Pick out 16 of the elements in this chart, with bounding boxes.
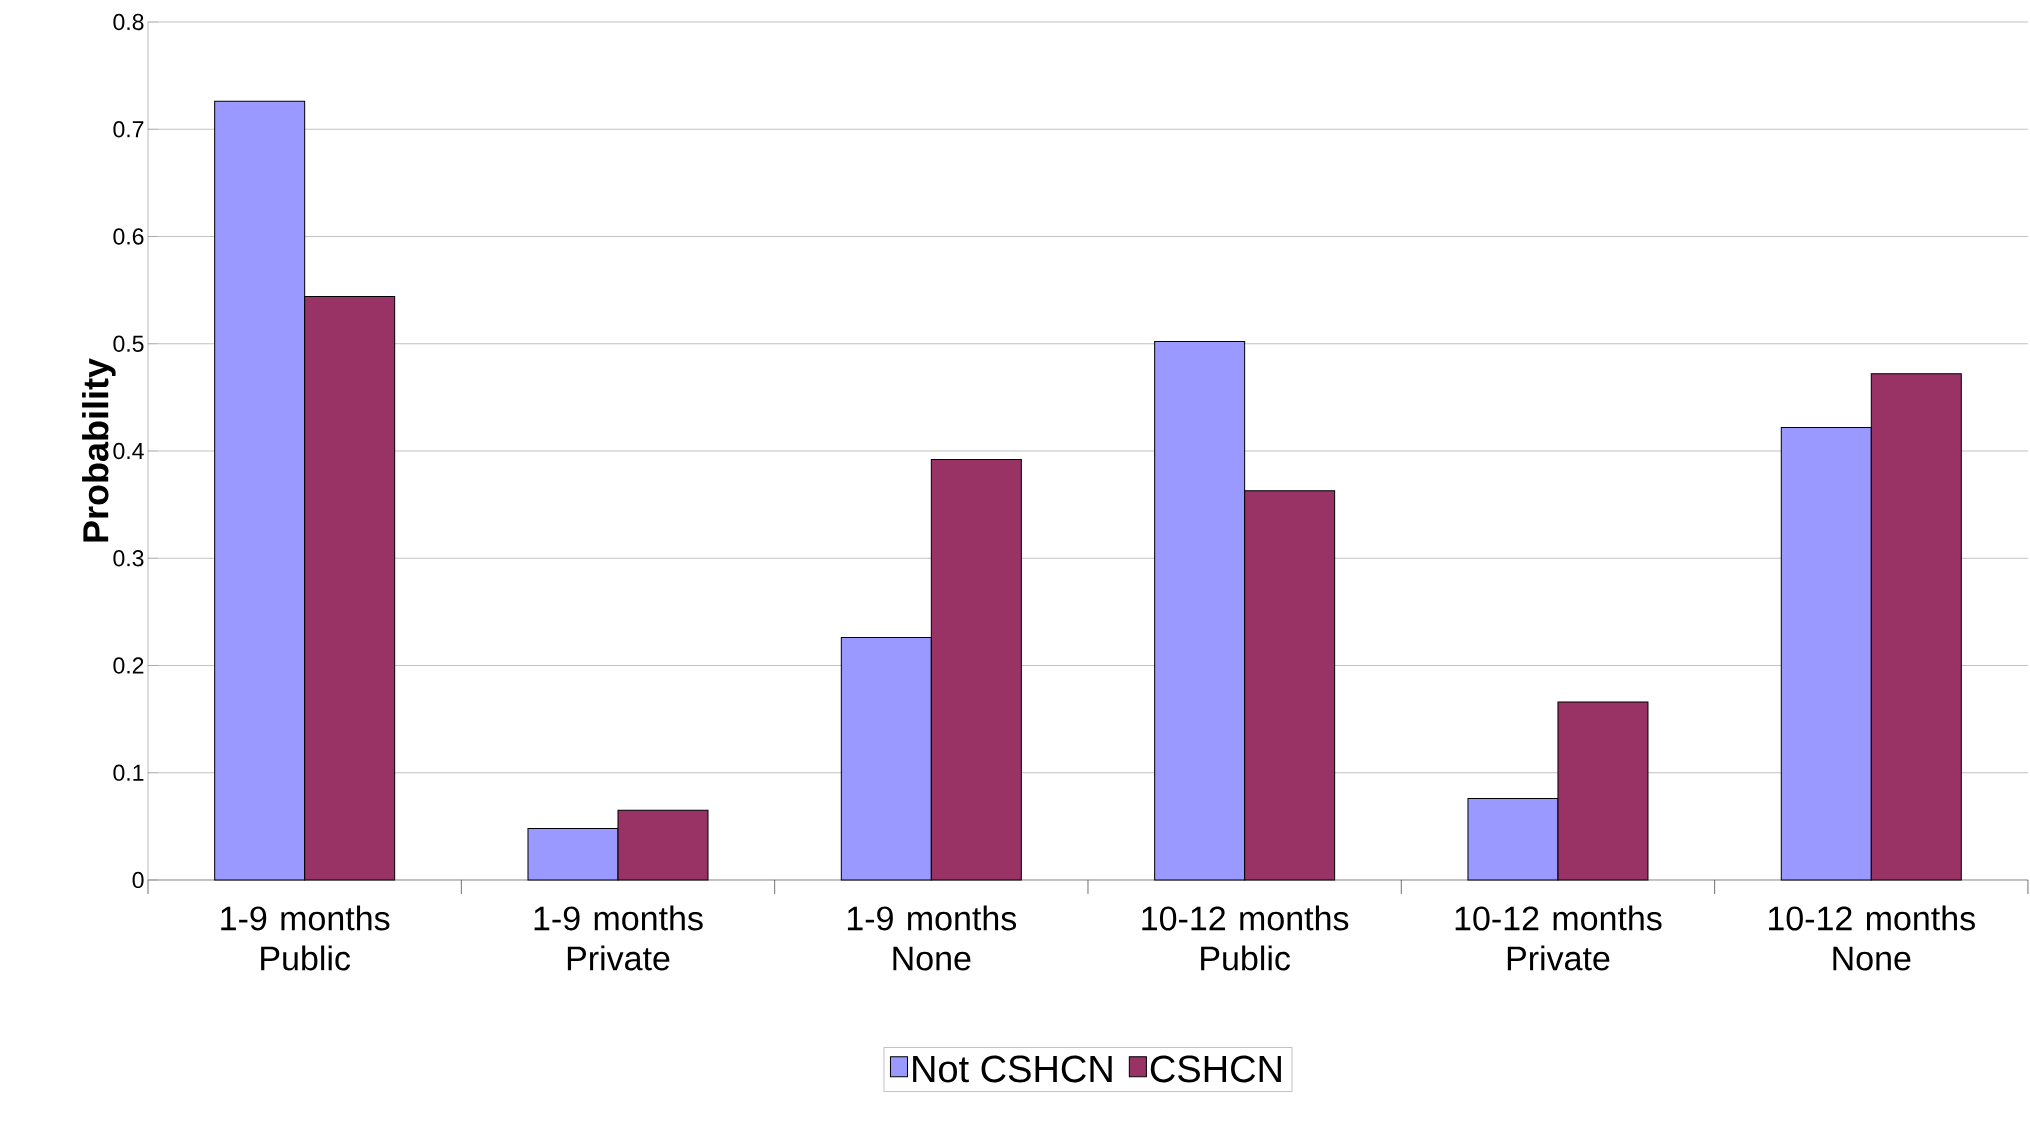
y-tick-label: 0	[132, 871, 144, 889]
y-tick-label: 0.2	[113, 657, 144, 674]
y-tick-label: 0.8	[113, 13, 144, 31]
x-tick-label: 10-12 months Public	[1142, 905, 1349, 971]
x-tick-label: 1-9 months None	[847, 905, 1017, 971]
x-tick-label: 10-12 months None	[1768, 905, 1975, 971]
y-tick-label: 0.6	[113, 228, 144, 245]
y-tick-label: 0.5	[113, 335, 144, 352]
y-tick-label: 0.7	[113, 121, 144, 138]
legend-label: Not CSHCN	[913, 1055, 1112, 1083]
x-tick-label: 1-9 months Private	[534, 905, 703, 971]
y-tick-label: 0.3	[113, 550, 144, 567]
y-tick-label: 0.1	[113, 764, 144, 781]
x-tick-label: 10-12 months Private	[1455, 905, 1662, 971]
legend-label: CSHCN	[1150, 1055, 1281, 1083]
x-tick-label: 1-9 months Public	[221, 905, 390, 971]
